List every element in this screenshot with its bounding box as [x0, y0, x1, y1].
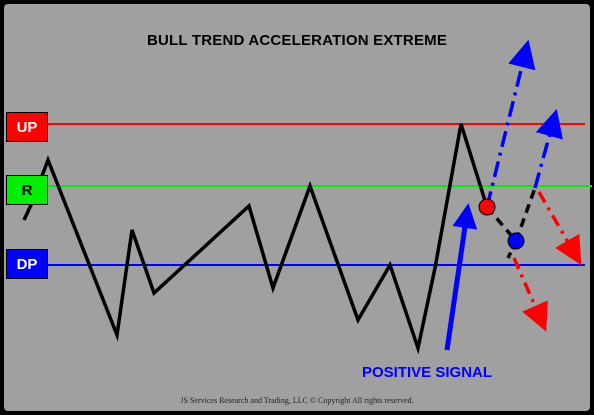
chart-title: BULL TREND ACCELERATION EXTREME: [146, 32, 448, 49]
up-label: UP: [6, 112, 48, 142]
projection-up-arrow-1: [485, 39, 536, 208]
copyright-footer: JS Services Research and Trading, LLC © …: [180, 396, 414, 405]
projection-up-arrow-2: [533, 108, 563, 189]
projection-down-arrow-2: [512, 257, 548, 332]
projection-down-arrow-1: [537, 191, 582, 266]
dp-label: DP: [6, 249, 48, 279]
blue-signal-dot: [507, 232, 525, 250]
dashed-rise: [514, 187, 537, 242]
positive-signal-label: POSITIVE SIGNAL: [362, 364, 493, 381]
r-label: R: [6, 175, 48, 205]
positive-signal-arrow: [444, 203, 478, 351]
price-path: [22, 123, 489, 355]
red-signal-dot: [478, 198, 496, 216]
